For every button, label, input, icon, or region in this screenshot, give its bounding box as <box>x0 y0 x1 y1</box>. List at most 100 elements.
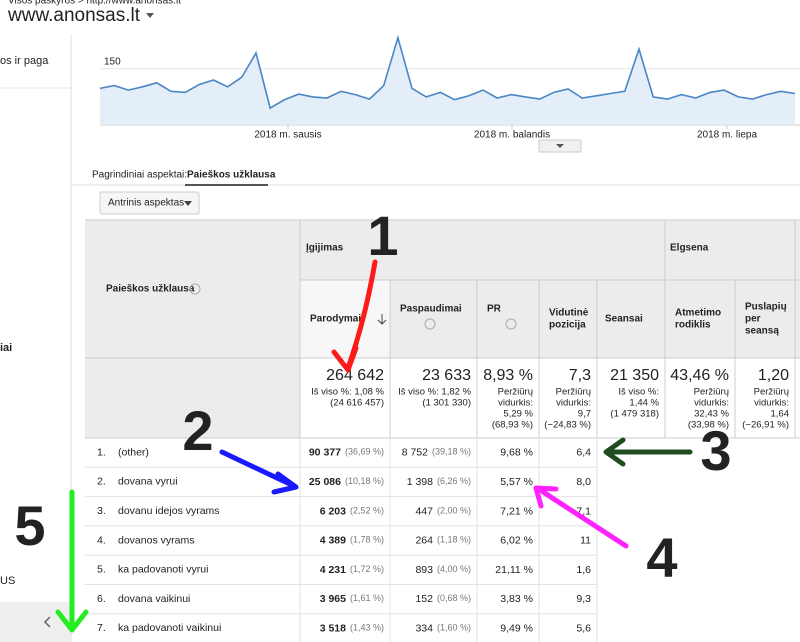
cell-value: 152 <box>415 593 433 605</box>
total-sub: Iš viso %: 1,08 % <box>311 387 384 398</box>
cell: 893 (4,00 %) <box>415 564 471 576</box>
cell-value: 447 <box>415 505 433 517</box>
cell-value: 9,49 % <box>500 622 533 634</box>
cell-value: 4 231 <box>320 564 346 576</box>
cell-value: 8 752 <box>402 446 428 458</box>
group-header: Įgijimas <box>306 243 344 254</box>
total-value: 23 633 <box>422 367 471 384</box>
column-header: seansą <box>745 326 779 337</box>
total-value: 8,93 % <box>483 367 533 384</box>
column-header: per <box>745 314 761 325</box>
cell-value: 8,0 <box>576 476 591 488</box>
annotation-number: 2 <box>182 399 213 462</box>
total-sub: (24 616 457) <box>330 398 384 409</box>
total-sub: (−24,83 %) <box>544 420 591 431</box>
total-sub: (33,98 %) <box>688 420 729 431</box>
cell: 8 752 (39,18 %) <box>402 446 471 458</box>
cell: 9,68 % <box>500 446 533 458</box>
total-sub: Peržiūrų <box>694 387 729 398</box>
help-icon <box>505 318 517 330</box>
cell: 7,21 % <box>500 505 533 517</box>
cell-value: 3 518 <box>320 622 346 634</box>
total-sub: vidurkis: <box>694 398 729 409</box>
cell-share: (1,78 %) <box>350 535 384 545</box>
button-arrow <box>184 201 192 206</box>
totals-bg <box>300 358 800 438</box>
group-header: Elgsena <box>670 243 709 254</box>
cell: 11 <box>580 534 591 546</box>
row-rank: 2. <box>97 476 106 488</box>
cell-share: (6,26 %) <box>437 476 471 486</box>
y-tick-label: 150 <box>104 56 121 67</box>
cell-share: (39,18 %) <box>432 447 471 457</box>
dimension-label: Pagrindiniai aspektai: <box>92 170 187 181</box>
cell-value: 11 <box>580 534 591 546</box>
cell: 3 965 (1,61 %) <box>320 593 384 605</box>
total-sub: Peržiūrų <box>498 387 533 398</box>
total-sub: 5,29 % <box>503 409 533 420</box>
cell: 9,3 <box>576 593 591 605</box>
total-value: 264 642 <box>326 367 384 384</box>
trend-area <box>100 37 795 125</box>
handle-arrow <box>556 144 564 148</box>
annotation-arrowhead <box>271 471 299 495</box>
cell: 6,02 % <box>500 534 533 546</box>
cell-value: 893 <box>415 564 433 576</box>
cell-share: (4,00 %) <box>437 564 471 574</box>
total-sub: Iš viso %: 1,82 % <box>398 387 471 398</box>
cell: 5,6 <box>576 622 591 634</box>
x-tick-label: 2018 m. sausis <box>254 130 321 141</box>
cell: 25 086 (10,18 %) <box>309 476 384 488</box>
cell: 4 389 (1,78 %) <box>320 534 384 546</box>
cell-value: 9,68 % <box>500 446 533 458</box>
sorted-header-bg <box>300 280 390 358</box>
cell-value: 6 203 <box>320 505 346 517</box>
cell: 1 398 (6,26 %) <box>407 476 471 488</box>
total-value: 7,3 <box>569 367 591 384</box>
breadcrumb: Visos paskyros > http://www.anonsas.lt <box>8 0 181 7</box>
cell-share: (10,18 %) <box>345 476 384 486</box>
total-sub: vidurkis: <box>754 398 789 409</box>
column-header: Parodymai <box>310 314 361 325</box>
annotation-number: 1 <box>367 204 398 267</box>
total-sub: (1 479 318) <box>610 409 659 420</box>
cell: 264 (1,18 %) <box>415 534 471 546</box>
cell: 3,83 % <box>500 593 533 605</box>
secondary-dimension-button[interactable] <box>99 191 200 215</box>
row-rank: 7. <box>97 622 106 634</box>
annotation-arrow <box>534 485 629 549</box>
row-query: dovanu idejos vyrams <box>118 505 220 517</box>
cell-value: 3 965 <box>320 593 346 605</box>
total-sub: (−26,91 %) <box>742 420 789 431</box>
cell-share: (1,18 %) <box>437 535 471 545</box>
help-icon <box>189 283 201 295</box>
total-sub: 1,64 <box>771 409 790 420</box>
cell-value: 334 <box>415 622 433 634</box>
column-header: PR <box>487 304 502 315</box>
sort-arrow <box>377 314 387 325</box>
cell: 152 (0,68 %) <box>415 593 471 605</box>
cell-value: 264 <box>415 534 433 546</box>
sidebar-collapse[interactable] <box>0 602 71 642</box>
cell: 9,49 % <box>500 622 533 634</box>
dimension-header: Paieškos užklausa <box>106 284 195 295</box>
total-value: 21 350 <box>610 367 659 384</box>
cell-share: (1,61 %) <box>350 594 384 604</box>
row-rank: 5. <box>97 564 106 576</box>
annotation-number: 3 <box>700 419 731 482</box>
cell: 6 203 (2,52 %) <box>320 505 384 517</box>
sidebar-item: iai <box>0 342 12 354</box>
cell-value: 21,11 % <box>495 564 533 576</box>
cell: 8,0 <box>576 476 591 488</box>
site-dropdown[interactable] <box>146 13 154 18</box>
cell-value: 3,83 % <box>500 593 533 605</box>
x-tick-label: 2018 m. balandis <box>474 130 550 141</box>
cell-share: (1,72 %) <box>350 564 384 574</box>
column-header: Puslapių <box>745 302 787 313</box>
cell-share: (36,69 %) <box>345 447 384 457</box>
cell-value: 6,02 % <box>500 534 533 546</box>
column-header: Atmetimo <box>675 308 721 319</box>
total-sub: Peržiūrų <box>754 387 789 398</box>
